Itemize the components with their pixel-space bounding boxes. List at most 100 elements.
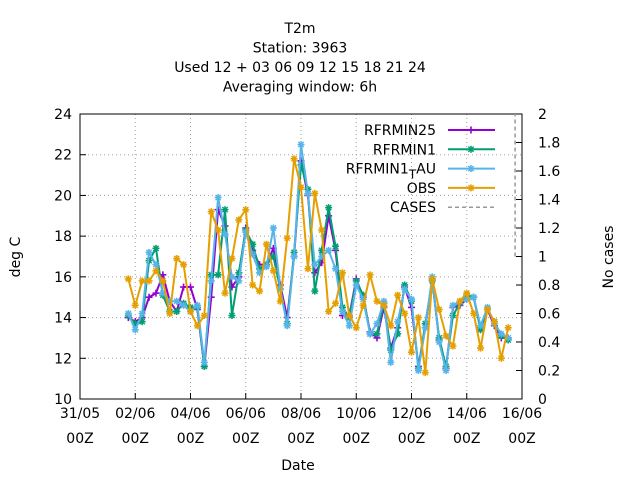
data-point	[131, 326, 139, 334]
data-point	[187, 307, 194, 315]
data-point	[345, 312, 353, 320]
data-point	[297, 183, 305, 191]
data-point	[387, 358, 395, 366]
series-obs	[124, 155, 512, 377]
x-axis-ticks: 31/05 00Z 02/06 00Z 04/06 00Z 06/06 00Z 08/06 00Z…	[60, 393, 542, 447]
data-point	[228, 255, 236, 263]
y-tick-label: 10	[54, 392, 72, 408]
data-point	[228, 273, 236, 281]
series-line	[127, 144, 509, 371]
data-point	[304, 265, 312, 273]
data-point	[124, 275, 132, 283]
data-point	[497, 354, 505, 362]
x-tick-hour: 00Z	[232, 431, 259, 447]
data-point	[207, 208, 215, 216]
data-point	[408, 348, 415, 356]
data-point	[242, 206, 250, 214]
data-point	[373, 320, 381, 328]
data-point	[332, 299, 340, 307]
legend-label: RFRMIN25	[364, 123, 436, 139]
data-point	[173, 255, 181, 263]
x-axis-label: Date	[281, 458, 314, 474]
data-point	[276, 297, 284, 305]
data-point	[338, 269, 346, 277]
data-point	[138, 277, 146, 285]
data-point	[152, 289, 160, 297]
data-point	[401, 285, 409, 293]
data-point	[221, 206, 229, 214]
data-point	[463, 289, 471, 297]
x-tick-hour: 00Z	[66, 431, 93, 447]
data-point	[387, 322, 395, 330]
y-axis-label: deg C	[8, 236, 24, 277]
data-point	[290, 155, 298, 163]
data-point	[193, 322, 201, 330]
data-point	[373, 297, 381, 305]
x-tick-date: 06/06	[226, 406, 266, 422]
y2-tick-label: 2	[538, 107, 547, 123]
x-tick-date: 16/06	[502, 406, 542, 422]
data-point	[200, 312, 208, 320]
data-point	[366, 271, 374, 279]
x-tick-hour: 00Z	[508, 431, 535, 447]
data-point	[214, 226, 222, 234]
legend-marker	[467, 145, 475, 153]
data-point	[318, 226, 326, 234]
data-point	[332, 242, 340, 250]
y-tick-label: 24	[54, 107, 72, 123]
x-tick-date: 31/05	[60, 406, 100, 422]
data-point	[442, 367, 450, 374]
data-point	[359, 301, 367, 309]
data-point	[214, 193, 222, 201]
data-point	[145, 248, 153, 256]
legend-marker	[467, 184, 475, 192]
data-point	[477, 322, 485, 330]
y-tick-label: 18	[54, 229, 72, 245]
data-point	[304, 189, 312, 197]
data-point	[408, 295, 415, 303]
y2-tick-label: 0.6	[538, 307, 560, 323]
data-point	[490, 318, 498, 326]
x-tick-date: 08/06	[281, 406, 321, 422]
data-point	[145, 293, 153, 301]
x-tick-hour: 00Z	[453, 431, 480, 447]
title-line: Station: 3963	[253, 41, 348, 57]
data-point	[483, 305, 491, 313]
x-tick-hour: 00Z	[177, 431, 204, 447]
data-point	[200, 358, 208, 366]
data-point	[394, 291, 402, 299]
data-point	[180, 261, 188, 269]
x-tick-hour: 00Z	[343, 431, 370, 447]
data-point	[401, 310, 409, 317]
x-tick-hour: 00Z	[398, 431, 425, 447]
y2-tick-label: 1.6	[538, 164, 560, 180]
data-point	[449, 301, 457, 309]
data-point	[249, 281, 257, 289]
data-point	[435, 305, 443, 313]
data-point	[325, 246, 333, 254]
x-tick-date: 12/06	[391, 406, 431, 422]
data-point	[173, 297, 181, 305]
title-line: Averaging window: 6h	[223, 80, 377, 96]
y2-tick-label: 0.8	[538, 278, 560, 294]
y2-tick-label: 1.8	[538, 136, 560, 152]
data-point	[311, 189, 319, 197]
data-point	[283, 234, 291, 242]
legend-item: RFRMIN1	[373, 142, 495, 158]
data-point	[456, 297, 464, 305]
legend-item: RFRMIN1TAU	[346, 162, 495, 182]
data-point	[394, 318, 402, 326]
data-point	[269, 267, 277, 275]
legend-marker	[467, 126, 475, 134]
series-group	[124, 141, 512, 377]
data-point	[152, 267, 160, 275]
x-tick-hour: 00Z	[122, 431, 149, 447]
title-line: Used 12 + 03 06 09 12 15 18 21 24	[174, 60, 426, 76]
data-point	[477, 344, 485, 352]
data-point	[338, 307, 346, 315]
y-tick-label: 16	[54, 270, 72, 286]
data-point	[470, 310, 478, 317]
data-point	[180, 301, 188, 309]
x-tick-hour: 00Z	[287, 431, 314, 447]
